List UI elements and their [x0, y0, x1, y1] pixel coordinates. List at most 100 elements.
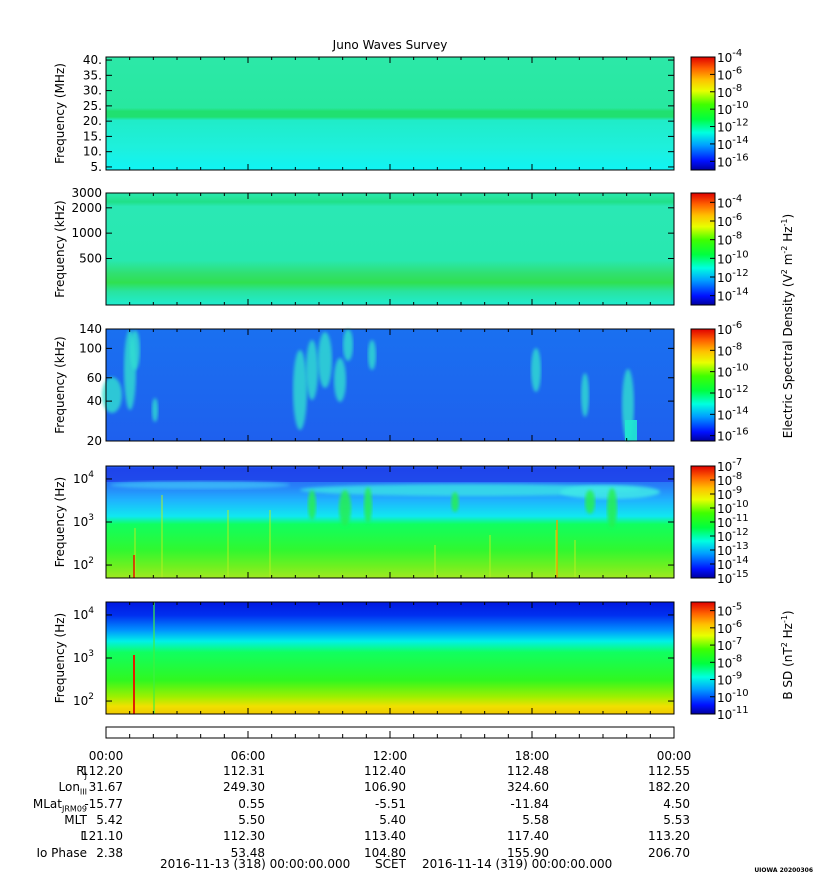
panel3-burst-11	[581, 373, 589, 417]
ephemeris-value: 106.90	[364, 780, 406, 795]
y-tick-label-p4-0: 102	[73, 556, 94, 572]
panel3-burst-2	[130, 330, 140, 370]
colorbar-tick-label-p1-5: 10-14	[717, 135, 749, 152]
ephemeris-value: 113.40	[364, 829, 406, 844]
spectrogram-p2	[106, 193, 674, 305]
ephemeris-value: 31.67	[88, 780, 123, 795]
colorbar-tick-label-p2-2: 10-8	[717, 231, 742, 248]
ephemeris-row-1: LonIII 31.67 249.30 106.90 324.60 182.20	[0, 780, 815, 796]
y-tick-label-p2-3: 3000	[71, 186, 102, 200]
colorbar-tick-label-p3-3: 10-12	[717, 384, 749, 401]
footer-scet-label: SCET	[375, 857, 406, 871]
colorbar-tick-label-p3-4: 10-14	[717, 405, 749, 422]
spectrogram-p3	[106, 329, 674, 441]
y-tick-label-p5-2: 104	[73, 606, 94, 622]
colorbar-tick-label-p1-3: 10-10	[717, 100, 749, 117]
panel3-burst-6	[318, 332, 332, 388]
ephemeris-value: 4.50	[663, 796, 690, 811]
spectrogram-features	[102, 329, 674, 714]
panel4-cell-2	[308, 490, 316, 520]
y-tick-label-p3-3: 100	[79, 341, 102, 355]
y-tick-label-p1-4: 25.	[83, 99, 102, 113]
y-axis-label-p3: Frequency (kHz)	[53, 336, 67, 433]
ephemeris-value: -15.77	[84, 796, 123, 811]
y-tick-label-p1-5: 30.	[83, 84, 102, 98]
ephemeris-label: LonIII	[58, 780, 88, 797]
ephemeris-row-5: Io Phase 2.38 53.48 104.80 155.90 206.70	[0, 846, 815, 862]
colorbar-tick-label-p3-5: 10-16	[717, 427, 749, 444]
colorbar-tick-label-p4-1: 10-8	[717, 471, 742, 488]
time-tick-label-2: 12:00	[373, 749, 408, 763]
colorbars: 10-410-610-810-1010-1210-1410-1610-410-6…	[690, 48, 749, 722]
electric-colorbar-label: Electric Spectral Density (V2 m-2 Hz-1)	[780, 214, 795, 438]
colorbar-p2	[690, 192, 716, 306]
time-tick-label-1: 06:00	[231, 749, 266, 763]
colorbar-p3	[690, 328, 716, 442]
y-tick-label-p1-0: 5.	[91, 160, 102, 174]
panel4-cell-4	[607, 488, 617, 528]
y-tick-label-p1-6: 35.	[83, 68, 102, 82]
colorbar-tick-label-p5-2: 10-7	[717, 636, 742, 653]
colorbar-tick-label-p1-1: 10-6	[717, 65, 742, 82]
colorbar-tick-label-p5-0: 10-5	[717, 602, 742, 619]
magnetic-colorbar-label: B SD (nT2 Hz-1)	[780, 610, 795, 699]
ephemeris-label: MLatJRM09	[32, 796, 87, 813]
colorbar-tick-label-p4-4: 10-11	[717, 513, 749, 530]
ephemeris-value: 0.55	[238, 796, 265, 811]
y-tick-label-p1-3: 20.	[83, 114, 102, 128]
footer-end-time: 2016-11-14 (319) 00:00:00.000	[422, 857, 613, 871]
ephemeris-value: 121.10	[81, 829, 123, 844]
panel4-cell-0	[339, 490, 351, 526]
y-tick-label-p3-0: 20	[87, 434, 102, 448]
colorbar-tick-label-p1-0: 10-4	[717, 48, 742, 65]
y-axis-label-p5: Frequency (Hz)	[53, 613, 67, 704]
panel4-cell-5	[585, 490, 595, 514]
colorbar-tick-label-p4-8: 10-15	[717, 569, 749, 586]
spectrogram-p5	[106, 602, 674, 714]
time-tick-label-0: 00:00	[89, 749, 124, 763]
ephemeris-value: 5.40	[379, 812, 406, 827]
colorbar-tick-label-p4-5: 10-12	[717, 527, 749, 544]
time-tick-label-3: 18:00	[515, 749, 550, 763]
ephemeris-value: 104.80	[364, 845, 406, 860]
y-tick-label-p5-1: 103	[73, 649, 94, 665]
panel3-burst-0	[102, 377, 122, 413]
time-axis-labels: 00:00 06:00 12:00 18:00 00:00	[89, 749, 692, 763]
panel3-burst-7	[334, 358, 346, 402]
panel3-burst-base	[625, 420, 637, 441]
colorbar-tick-label-p2-5: 10-14	[717, 287, 749, 304]
colorbar-tick-label-p1-4: 10-12	[717, 118, 749, 135]
ephemeris-value: 112.20	[81, 764, 123, 778]
colorbar-tick-label-p4-7: 10-14	[717, 555, 749, 572]
panel4-cell-1	[364, 487, 372, 523]
y-axis-label-p1: Frequency (MHz)	[53, 63, 67, 164]
ephemeris-value: -11.84	[510, 796, 549, 811]
y-tick-label-p1-7: 40.	[83, 53, 102, 67]
colorbar-tick-label-p3-0: 10-6	[717, 320, 742, 337]
ephemeris-value: 324.60	[507, 780, 549, 795]
colorbar-tick-label-p3-1: 10-8	[717, 341, 742, 358]
panel3-burst-10	[531, 348, 541, 392]
colorbar-p1	[690, 56, 716, 171]
ephemeris-value: 206.70	[648, 845, 690, 860]
panel3-burst-5	[306, 340, 318, 400]
ephemeris-value: 117.40	[507, 829, 549, 844]
footer-start-time: 2016-11-13 (318) 00:00:00.000	[160, 857, 351, 871]
y-tick-label-p3-1: 40	[87, 394, 102, 408]
ephemeris-value: 112.30	[223, 829, 265, 844]
ephemeris-label: Io Phase	[36, 845, 87, 860]
ephemeris-value: 5.53	[663, 812, 690, 827]
ephemeris-value: 5.58	[522, 812, 549, 827]
y-tick-label-p2-0: 500	[79, 251, 102, 265]
ephemeris-value: 112.40	[364, 764, 406, 778]
colorbar-tick-label-p4-2: 10-9	[717, 485, 742, 502]
colorbar-tick-label-p1-6: 10-16	[717, 152, 749, 169]
time-tick-label-4: 00:00	[657, 749, 692, 763]
panel3-burst-3	[152, 398, 158, 422]
panel3-burst-8	[343, 329, 353, 361]
colorbar-tick-label-p5-1: 10-6	[717, 619, 742, 636]
y-tick-label-p3-2: 60	[87, 371, 102, 385]
panel4-upper-emission	[300, 484, 640, 496]
y-tick-label-p1-2: 15.	[83, 129, 102, 143]
